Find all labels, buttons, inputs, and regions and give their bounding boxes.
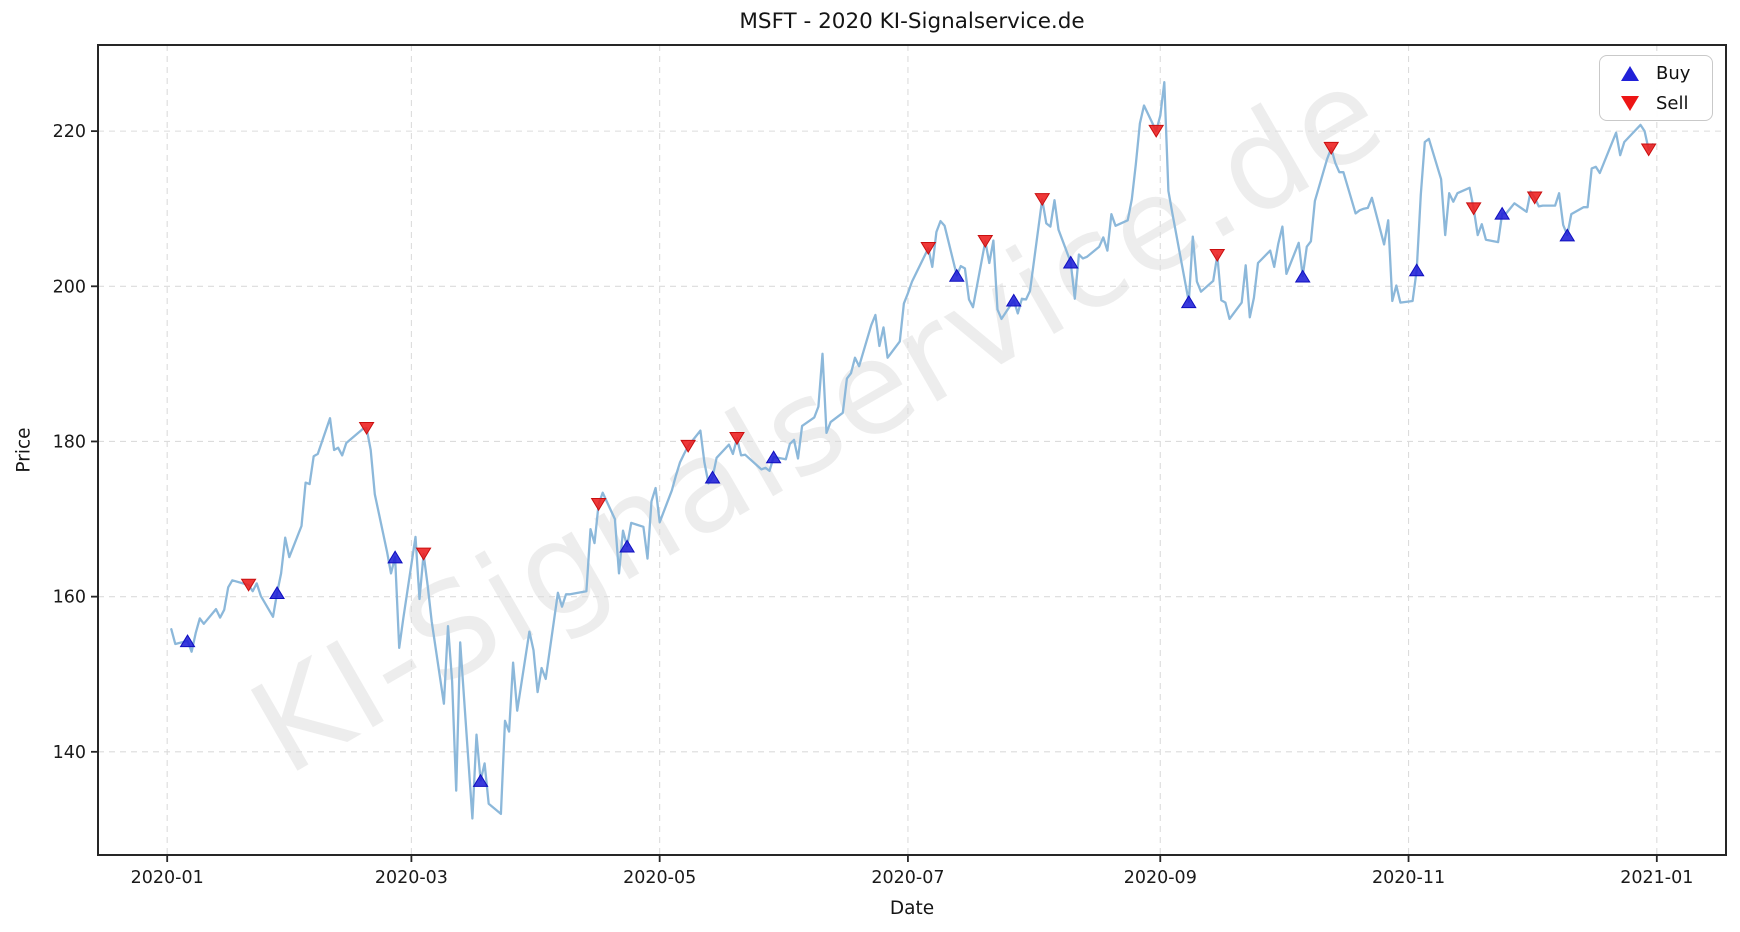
x-tick-label: 2020-09 [1124,868,1197,888]
sell-marker [1526,191,1543,205]
buy-marker [948,268,965,282]
x-tick-label: 2020-01 [131,868,204,888]
buy-marker [1005,293,1022,307]
x-tick-label: 2020-07 [871,868,944,888]
sell-marker [1465,202,1482,216]
buy-marker [704,470,721,484]
buy-marker [765,450,782,464]
sell-marker [1640,143,1657,157]
sell-marker [240,578,257,592]
buy-marker [1062,255,1079,269]
y-tick-label: 140 [53,743,86,763]
sell-marker [680,439,697,453]
sell-marker [729,432,745,446]
sell-marker [590,498,607,512]
legend-item-buy: Buy [1600,60,1712,86]
legend-item-sell: Sell [1600,90,1712,116]
sell-marker [1209,248,1226,263]
sell-marker [1148,124,1165,138]
y-tick-label: 180 [53,432,86,452]
buy-marker [179,634,196,648]
buy-marker [1180,295,1197,309]
buy-triangle-icon [1612,65,1648,81]
buy-marker [619,539,635,553]
sell-marker [977,234,994,249]
sell-marker [358,421,375,436]
buy-marker [1559,228,1576,242]
sell-triangle-icon [1612,95,1648,111]
buy-marker [387,550,403,564]
buy-marker [1408,263,1425,277]
x-tick-label: 2021-01 [1620,868,1693,888]
sell-marker [1323,141,1340,155]
axes-frame [97,44,1727,856]
legend-sell-label: Sell [1656,92,1689,114]
price-line [170,81,1654,820]
sell-marker [920,241,937,256]
sell-marker [1034,193,1051,207]
buy-marker [472,773,489,787]
legend: Buy Sell [1599,55,1713,121]
y-tick-label: 200 [53,277,86,297]
buy-marker [1494,206,1511,220]
x-tick-label: 2020-05 [623,868,696,888]
buy-marker [269,585,285,600]
y-tick-label: 220 [53,122,86,142]
chart-title: MSFT - 2020 KI-Signalservice.de [739,9,1085,34]
buy-marker [1294,269,1311,283]
y-axis-label: Price [13,427,35,473]
x-axis-label: Date [889,898,935,919]
sell-marker [415,547,432,561]
legend-buy-label: Buy [1656,62,1691,84]
x-tick-label: 2020-03 [375,868,448,888]
x-tick-label: 2020-11 [1372,868,1445,888]
y-tick-label: 160 [53,588,86,608]
